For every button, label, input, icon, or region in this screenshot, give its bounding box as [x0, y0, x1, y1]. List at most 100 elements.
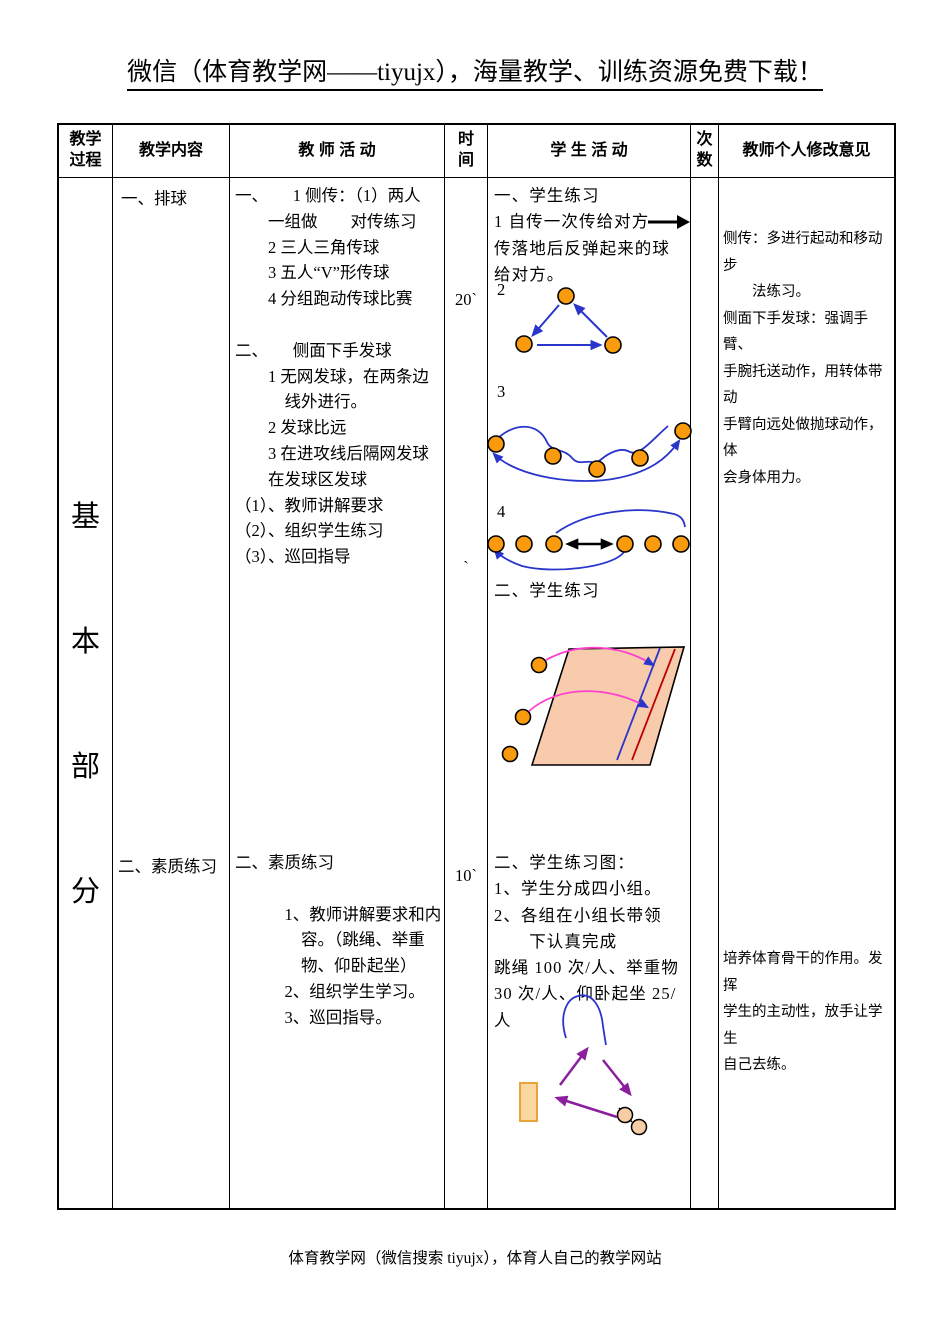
- text-line: 二、 侧面下手发球: [235, 340, 392, 360]
- text-line: 3、巡回指导。: [235, 1007, 392, 1027]
- rope-icon: [562, 994, 607, 1046]
- text-line: 2、各组在小组长带领: [494, 905, 662, 925]
- text-line: 自己去练。: [723, 1057, 796, 1073]
- triangle-pass-diagram: [515, 287, 622, 354]
- content-item-volleyball: 一、排球: [121, 189, 187, 208]
- diagram-label-3: 3: [497, 382, 506, 401]
- text-line: 1 自传一次传给对方: [494, 212, 650, 232]
- student-activity-block2: 二、学生练习图： 1、学生分成四小组。 2、各组在小组长带领 下认真完成跳绳 100…: [494, 850, 692, 1034]
- text-line: 在发球区发球: [235, 469, 367, 489]
- comments-block2: 培养体育骨干的作用。发挥 学生的主动性，放手让学生自己去练。: [723, 946, 895, 1079]
- text-line: 手臂向远处做抛球动作，体: [723, 416, 883, 460]
- ball-icon: [588, 460, 606, 478]
- arrow-icon: [648, 215, 690, 229]
- ball-icon: [515, 335, 533, 353]
- ball-icon: [487, 435, 505, 453]
- footer-text: 体育教学网（微信搜索 tiyujx），体育人自己的教学网站: [288, 1250, 662, 1267]
- text-line: 侧面下手发球：强调手臂、: [723, 310, 868, 354]
- text-line: 人: [494, 1010, 512, 1030]
- text-line: 线外进行。: [235, 392, 368, 412]
- text-line: 二、学生练习图：: [494, 853, 635, 872]
- time-value-20: 20`: [455, 290, 477, 309]
- comments-block1: 侧传：多进行起动和移动步 法练习。侧面下手发球：强调手臂、 手腕托送动作，用转体带…: [723, 226, 895, 491]
- ball-icon: [515, 535, 533, 553]
- cell-teacher-activity: 一、 1 侧传：（1）两人 一组做 对传练习 2 三人三角传球 3 五人“V”形…: [230, 178, 445, 1208]
- cell-teaching-content: 一、排球 二、素质练习: [113, 178, 230, 1208]
- text-line: 培养体育骨干的作用。发挥: [723, 951, 883, 994]
- text-line: 一组做 对传练习: [235, 211, 417, 231]
- ball-icon: [631, 449, 649, 467]
- ball-icon: [514, 708, 532, 726]
- col-header-teacher-comments: 教师个人修改意见: [719, 125, 894, 178]
- text-line: 传落地后反弹起来的球: [494, 238, 670, 258]
- text-line: 跳绳 100 次/人、举重物: [494, 958, 679, 978]
- page-title: 微信（体育教学网——tiyujx），海量教学、训练资源免费下载！: [0, 52, 950, 91]
- page-title-text: 微信（体育教学网——tiyujx），海量教学、训练资源免费下载！: [127, 59, 823, 91]
- col-header-teacher-activity: 教 师 活 动: [230, 125, 445, 178]
- text-line: 1、学生分成四小组。: [494, 879, 662, 899]
- ball-icon: [530, 656, 548, 674]
- weight-icon: [616, 1106, 634, 1124]
- cell-teaching-process: 基 本 部 分: [59, 178, 113, 1208]
- text-line: 2 发球比远: [235, 418, 347, 438]
- ball-icon: [501, 745, 519, 763]
- lesson-plan-table: 教学 过程 教学内容 教 师 活 动 时 间 学 生 活 动 次 数 教师个人修…: [57, 123, 896, 1210]
- court-diagram: [501, 646, 686, 766]
- ball-icon: [616, 535, 634, 553]
- student-subtitle: 二、学生练习: [494, 581, 600, 600]
- text-line: 容。（跳绳、举重: [235, 930, 425, 950]
- quality-practice-diagram: [519, 994, 648, 1136]
- text-line: 2 三人三角传球: [235, 237, 380, 257]
- ball-icon: [604, 336, 622, 354]
- time-value-10: 10`: [455, 866, 477, 885]
- text-line: [235, 876, 443, 902]
- text-line: （2）、组织学生练习: [235, 521, 384, 541]
- line-drill-diagram: [487, 509, 690, 571]
- time-tick-mark: `: [463, 558, 469, 577]
- text-line: 下认真完成: [494, 931, 618, 951]
- text-line: [235, 312, 443, 338]
- text-line: 物、仰卧起坐）: [235, 956, 417, 976]
- diagram-label-2: 2: [497, 280, 506, 299]
- weight-icon: [630, 1118, 648, 1136]
- text-line: 学生的主动性，放手让学生: [723, 1004, 883, 1047]
- teacher-activity-block1: 一、 1 侧传：（1）两人 一组做 对传练习 2 三人三角传球 3 五人“V”形…: [235, 183, 443, 570]
- ball-icon: [672, 535, 690, 553]
- text-line: 3 在进攻线后隔网发球: [235, 443, 429, 463]
- text-line: 30 次/人、仰卧起坐 25/: [494, 984, 677, 1004]
- text-line: 给对方。: [494, 264, 565, 284]
- process-char: 基: [70, 501, 100, 533]
- text-line: 2、组织学生学习。: [235, 981, 425, 1001]
- ball-icon: [545, 535, 563, 553]
- text-line: 1、教师讲解要求和内: [235, 904, 442, 924]
- mat-icon: [519, 1082, 538, 1122]
- content-item-quality: 二、素质练习: [118, 857, 217, 876]
- text-line: 二、素质练习: [235, 853, 334, 872]
- cell-count: [691, 178, 719, 1208]
- col-header-teaching-content: 教学内容: [113, 125, 230, 178]
- process-char: 本: [70, 626, 100, 658]
- col-header-count: 次 数: [691, 125, 719, 178]
- text-line: （1）、教师讲解要求: [235, 495, 384, 515]
- text-line: 一、学生练习: [494, 186, 600, 205]
- process-char: 分: [70, 876, 100, 908]
- process-char: 部: [70, 751, 100, 783]
- cell-teacher-comments: 侧传：多进行起动和移动步 法练习。侧面下手发球：强调手臂、 手腕托送动作，用转体带…: [719, 178, 894, 1208]
- text-line: 侧传：多进行起动和移动步: [723, 231, 883, 274]
- ball-icon: [674, 422, 692, 440]
- text-line: 一、 1 侧传：（1）两人: [235, 186, 421, 205]
- text-line: （3）、巡回指导: [235, 547, 351, 567]
- text-line: 法练习。: [723, 284, 810, 300]
- text-line: 1 无网发球，在两条边: [235, 366, 429, 386]
- ball-icon: [557, 287, 575, 305]
- diagram-label-4: 4: [497, 502, 506, 521]
- cell-time: 20` ` 10`: [445, 178, 488, 1208]
- cell-student-activity: 一、学生练习 1 自传一次传给对方 传落地后反弹起来的球 给对方。 2 3: [487, 178, 692, 1208]
- v-formation-diagram: [487, 422, 692, 482]
- text-line: 手腕托送动作，用转体带动: [723, 363, 883, 407]
- col-header-time: 时 间: [445, 125, 488, 178]
- col-header-student-activity: 学 生 活 动: [488, 125, 691, 178]
- ball-icon: [644, 535, 662, 553]
- student-activity-block1: 一、学生练习 1 自传一次传给对方 传落地后反弹起来的球 给对方。: [494, 183, 692, 288]
